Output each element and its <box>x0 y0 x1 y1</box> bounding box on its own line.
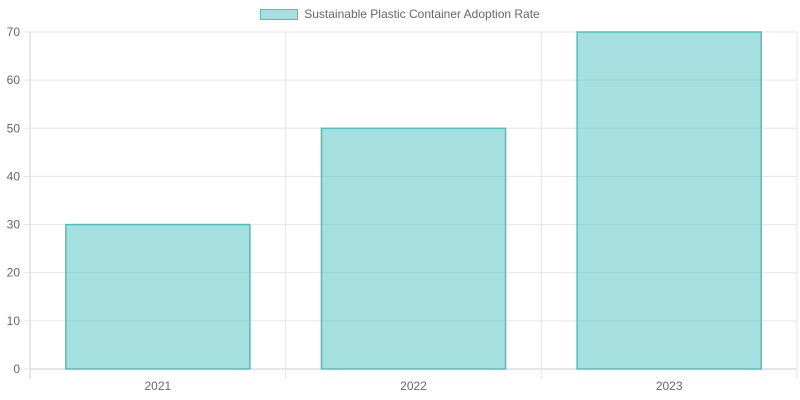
y-tick-label-70: 70 <box>7 25 21 39</box>
legend[interactable]: Sustainable Plastic Container Adoption R… <box>0 7 800 21</box>
y-tick-label-10: 10 <box>7 314 21 328</box>
y-tick-label-20: 20 <box>7 266 21 280</box>
y-tick-label-40: 40 <box>7 169 21 183</box>
y-tick-label-50: 50 <box>7 121 21 135</box>
bar-2023 <box>576 31 762 370</box>
y-tick-label-30: 30 <box>7 218 21 232</box>
tick-labels: 0 10 20 30 40 50 60 70 2021 2022 2023 <box>7 25 683 393</box>
axes <box>24 31 30 370</box>
y-tick-label-60: 60 <box>7 73 21 87</box>
y-tick-label-0: 0 <box>13 362 20 376</box>
bar-2021 <box>65 223 251 370</box>
x-tick-label-2023: 2023 <box>656 379 683 393</box>
bar-2022 <box>320 127 507 370</box>
x-tick-label-2021: 2021 <box>144 379 171 393</box>
bars <box>65 31 762 370</box>
legend-label-series-1: Sustainable Plastic Container Adoption R… <box>304 7 540 21</box>
legend-swatch-series-1 <box>260 8 299 20</box>
x-tick-label-2022: 2022 <box>400 379 427 393</box>
